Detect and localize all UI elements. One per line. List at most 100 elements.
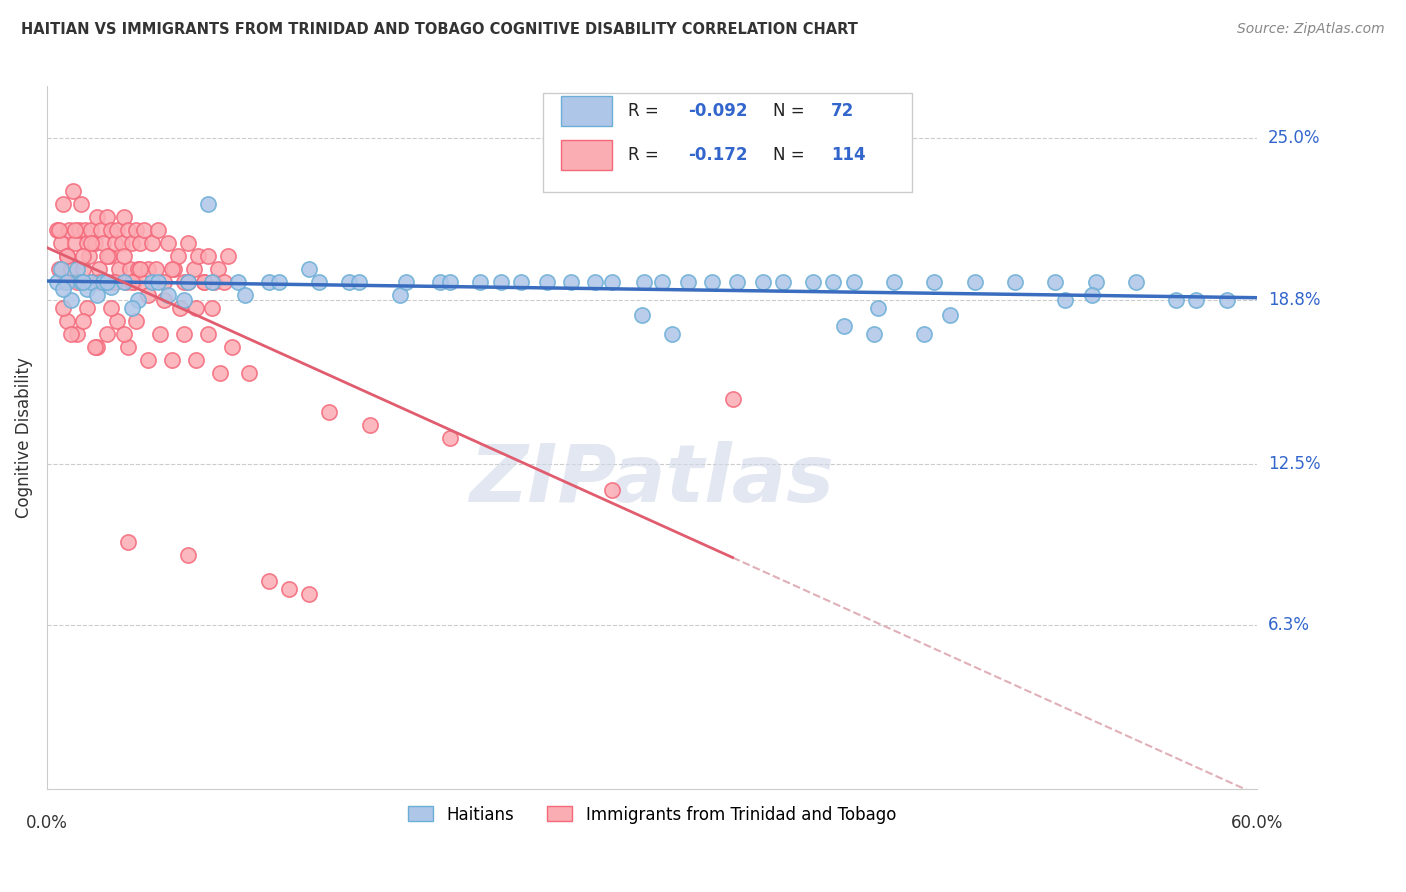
Point <box>146 222 169 236</box>
Point <box>156 235 179 250</box>
Point <box>75 222 97 236</box>
Point <box>52 301 75 315</box>
Point <box>103 275 125 289</box>
Point <box>86 287 108 301</box>
Text: ZIPatlas: ZIPatlas <box>470 441 834 519</box>
Point <box>72 249 94 263</box>
Point <box>202 275 225 289</box>
Point <box>217 249 239 263</box>
Point <box>100 301 122 315</box>
Point <box>257 275 280 289</box>
Point <box>1166 293 1188 307</box>
Point <box>221 340 243 354</box>
Point <box>63 235 86 250</box>
Point <box>66 326 89 341</box>
Point <box>112 275 135 289</box>
Point <box>110 235 132 250</box>
Point <box>89 261 111 276</box>
Point <box>752 275 775 289</box>
Point <box>277 582 299 596</box>
Point <box>90 222 112 236</box>
Point <box>160 352 183 367</box>
Point <box>560 275 582 289</box>
Point <box>100 222 122 236</box>
FancyBboxPatch shape <box>561 96 612 126</box>
Point <box>131 275 153 289</box>
Point <box>127 261 149 276</box>
Point <box>439 431 461 445</box>
Point <box>108 261 131 276</box>
Point <box>308 275 330 289</box>
Point <box>359 417 381 432</box>
Point <box>128 261 150 276</box>
Point <box>121 301 143 315</box>
Point <box>80 275 103 289</box>
Point <box>86 210 108 224</box>
Point <box>46 275 69 289</box>
Point <box>107 314 129 328</box>
Point <box>201 275 224 289</box>
Text: 18.8%: 18.8% <box>1268 291 1320 309</box>
Point <box>76 283 98 297</box>
Point <box>772 275 794 289</box>
Point <box>862 326 884 341</box>
Text: 72: 72 <box>831 102 855 120</box>
Point <box>63 222 86 236</box>
Point <box>117 535 139 549</box>
Point <box>823 275 845 289</box>
Point <box>600 483 623 497</box>
Point <box>339 275 361 289</box>
Point <box>141 275 163 289</box>
Point <box>298 261 321 276</box>
Point <box>267 275 290 289</box>
Point <box>470 275 492 289</box>
Point <box>1125 275 1147 289</box>
Point <box>121 275 143 289</box>
Point <box>883 275 905 289</box>
Point <box>128 235 150 250</box>
FancyBboxPatch shape <box>561 140 612 169</box>
FancyBboxPatch shape <box>543 94 912 192</box>
Point <box>429 275 451 289</box>
Point <box>80 235 103 250</box>
Point <box>1084 275 1107 289</box>
Point <box>86 340 108 354</box>
Text: 60.0%: 60.0% <box>1230 814 1284 832</box>
Point <box>76 301 98 315</box>
Point <box>912 326 935 341</box>
Point <box>46 222 69 236</box>
Point <box>58 222 80 236</box>
Point <box>201 301 224 315</box>
Point <box>60 261 83 276</box>
Point <box>922 275 945 289</box>
Point <box>96 275 118 289</box>
Point <box>52 283 75 297</box>
Point <box>117 222 139 236</box>
Point <box>1054 293 1077 307</box>
Point <box>257 574 280 588</box>
Point <box>318 405 340 419</box>
Point <box>52 196 75 211</box>
Point <box>183 261 205 276</box>
Point <box>184 301 207 315</box>
Text: 0.0%: 0.0% <box>25 814 67 832</box>
Point <box>80 222 103 236</box>
Point <box>228 275 250 289</box>
Point <box>56 275 79 289</box>
Point <box>238 366 260 380</box>
Point <box>298 587 321 601</box>
Point <box>153 275 176 289</box>
Text: 114: 114 <box>831 145 866 164</box>
Point <box>70 196 93 211</box>
Point <box>842 275 865 289</box>
Point <box>177 548 200 562</box>
Point <box>184 352 207 367</box>
Text: -0.092: -0.092 <box>688 102 748 120</box>
Point <box>56 314 79 328</box>
Point <box>169 301 191 315</box>
Point <box>136 287 159 301</box>
Point <box>177 275 200 289</box>
Point <box>67 222 90 236</box>
Point <box>93 275 115 289</box>
Text: R =: R = <box>627 102 664 120</box>
